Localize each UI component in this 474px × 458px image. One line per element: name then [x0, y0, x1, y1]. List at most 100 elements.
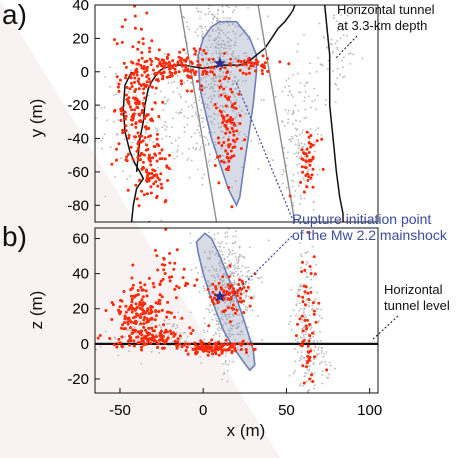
background-point [217, 56, 220, 59]
background-point [228, 330, 231, 333]
aftershocks-point [227, 293, 231, 296]
tunnel-note-line-1: Horizontal tunnel [337, 2, 435, 17]
aftershocks-point [115, 42, 119, 46]
tunnel-curve [135, 5, 296, 172]
aftershocks-point [173, 261, 177, 265]
background-point [227, 322, 230, 324]
background-point [231, 11, 234, 14]
background-point [145, 132, 147, 134]
background-point [250, 140, 253, 142]
background-point [186, 335, 189, 338]
background-point [218, 326, 221, 329]
background-point [226, 313, 229, 316]
background-point [199, 134, 202, 137]
aftershocks-point [137, 77, 141, 81]
background-point [232, 52, 234, 54]
background-point [321, 349, 323, 352]
background-point [150, 351, 153, 353]
aftershocks-point [173, 315, 177, 319]
background-point [222, 273, 225, 275]
background-point [217, 95, 220, 98]
aftershocks-point [227, 159, 231, 163]
aftershocks-point [306, 178, 310, 182]
background-point [206, 63, 208, 66]
background-point [190, 81, 192, 84]
background-point [224, 286, 226, 289]
background-point [178, 339, 181, 342]
background-point [324, 103, 327, 106]
aftershocks-point [131, 45, 135, 49]
background-point [299, 384, 301, 387]
background-point [309, 328, 312, 331]
background-point [133, 153, 136, 156]
aftershocks-point [148, 57, 152, 61]
background-point [235, 305, 237, 308]
background-point [194, 31, 197, 34]
background-point [212, 90, 215, 93]
background-point [202, 285, 205, 288]
background-point [315, 70, 318, 73]
background-point [115, 72, 117, 75]
aftershocks-point [143, 335, 147, 339]
aftershocks-point [134, 135, 137, 139]
background-point [224, 262, 226, 264]
background-point [193, 101, 195, 104]
aftershocks-point [133, 321, 136, 325]
background-point [292, 309, 295, 311]
aftershocks-point [145, 69, 149, 72]
aftershocks-point [214, 287, 218, 291]
aftershocks-point [161, 346, 164, 350]
aftershocks-point [225, 119, 229, 123]
background-point [170, 142, 173, 145]
aftershocks-point [222, 87, 226, 91]
aftershocks-point [300, 165, 304, 169]
aftershocks-point [164, 339, 167, 343]
aftershocks-point [110, 162, 114, 166]
background-point [325, 351, 328, 353]
aftershocks-point [142, 166, 146, 170]
background-point [316, 291, 319, 294]
background-point [207, 280, 209, 282]
aftershocks-point [138, 119, 141, 123]
background-point [165, 102, 168, 105]
background-point [234, 252, 236, 255]
background-point [201, 33, 204, 36]
background-point [303, 197, 306, 200]
background-point [290, 179, 293, 182]
tunnel-lower-outline [122, 71, 145, 222]
aftershocks-point [120, 112, 124, 116]
background-point [301, 337, 303, 339]
background-point [178, 1, 180, 3]
background-point [230, 300, 232, 303]
aftershocks-point [174, 70, 178, 74]
background-point [292, 109, 295, 112]
background-point [195, 147, 198, 150]
background-point [310, 308, 313, 311]
aftershocks-point [228, 130, 232, 134]
background-point [230, 324, 233, 327]
background-point [317, 127, 320, 130]
background-point [292, 372, 295, 374]
background-point [314, 384, 316, 387]
background-point [154, 127, 157, 129]
aftershocks-point [140, 108, 144, 112]
aftershocks-point [325, 368, 329, 372]
aftershocks-point [201, 341, 205, 345]
background-point [216, 273, 219, 276]
aftershocks-point [309, 145, 313, 149]
aftershocks-point [238, 122, 242, 126]
background-point [221, 253, 224, 256]
y-tick-label: 20 [72, 30, 89, 47]
background-point [248, 246, 251, 249]
aftershocks-point [122, 290, 126, 293]
background-point [309, 365, 311, 368]
background-point [310, 106, 312, 109]
aftershocks-point [201, 70, 205, 74]
background-point [342, 34, 345, 36]
aftershocks-point [143, 117, 147, 121]
background-point [235, 25, 237, 28]
aftershocks-point [134, 307, 138, 311]
background-point [181, 152, 184, 155]
background-point [290, 289, 293, 291]
